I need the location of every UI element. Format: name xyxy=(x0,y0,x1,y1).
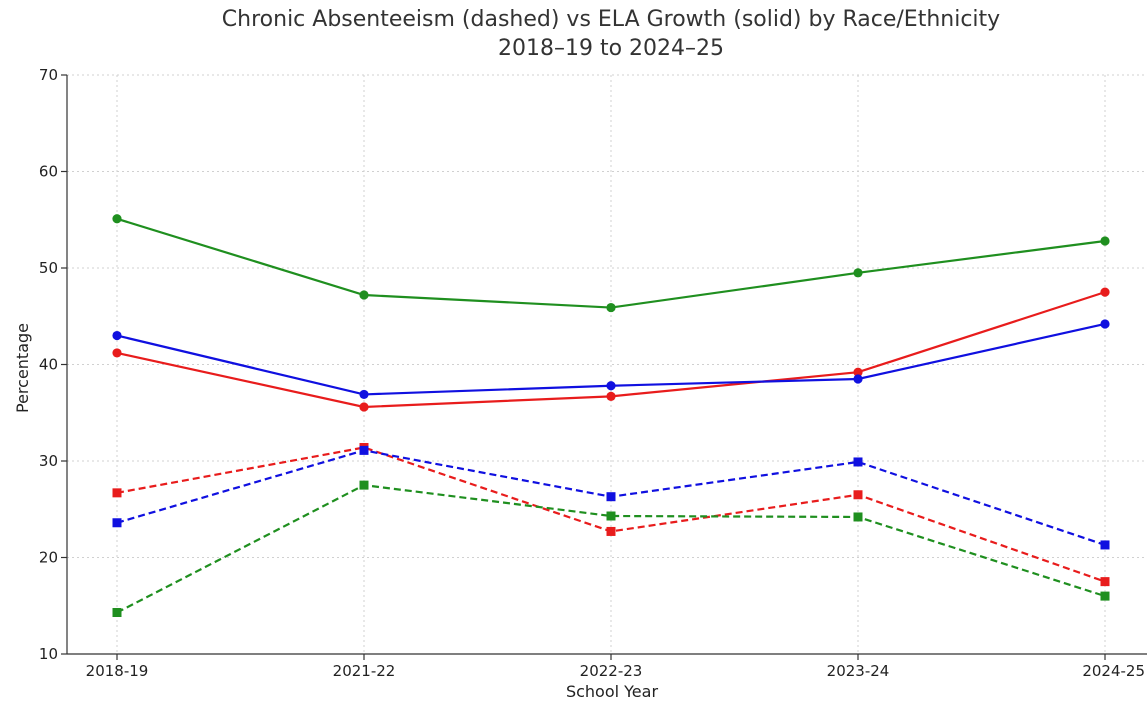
data-point xyxy=(112,330,122,341)
x-tick-label: 2023-24 xyxy=(827,662,890,680)
data-point xyxy=(112,348,122,358)
data-point xyxy=(112,488,122,498)
series-5-absenteeism xyxy=(112,480,1110,618)
series-4-absenteeism xyxy=(112,445,1110,550)
series-2-ela-growth xyxy=(112,319,1110,400)
data-point xyxy=(853,512,863,522)
grid xyxy=(67,74,1147,655)
series-line xyxy=(116,217,1106,309)
series-1-ela-growth xyxy=(112,287,1110,412)
data-point xyxy=(606,391,616,401)
data-point xyxy=(606,381,616,391)
data-point xyxy=(1100,577,1110,587)
series-line xyxy=(116,483,1106,614)
data-point xyxy=(853,457,863,467)
data-point xyxy=(853,268,863,278)
axes: 10 20 30 40 50 60 70 2018-19 2021-22 2022-23 2023-… xyxy=(39,66,1147,680)
data-point xyxy=(1100,591,1110,601)
data-point xyxy=(853,490,863,500)
data-point xyxy=(112,518,122,528)
data-point xyxy=(606,302,616,313)
y-tick-label: 10 xyxy=(39,645,58,663)
series-group xyxy=(112,214,1110,618)
chart-title: Chronic Absenteeism (dashed) vs ELA Grow… xyxy=(222,7,1000,32)
x-tick-label: 2018-19 xyxy=(86,662,149,680)
data-point xyxy=(1100,236,1110,246)
y-tick-label: 60 xyxy=(39,163,58,181)
x-axis-label: School Year xyxy=(566,682,659,701)
y-tick-label: 50 xyxy=(39,259,58,277)
data-point xyxy=(1100,319,1110,329)
y-axis-label: Percentage xyxy=(13,323,32,413)
x-tick-label: 2021-22 xyxy=(333,662,396,680)
data-point xyxy=(1100,540,1110,550)
data-point xyxy=(359,445,369,455)
data-point xyxy=(112,608,122,618)
y-tick-label: 30 xyxy=(39,452,58,470)
chart-subtitle: 2018–19 to 2024–25 xyxy=(498,36,724,61)
series-0-ela-growth xyxy=(112,214,1110,313)
y-tick-label: 40 xyxy=(39,356,58,374)
data-point xyxy=(853,367,863,377)
data-point xyxy=(112,214,122,224)
data-point xyxy=(359,290,369,300)
data-point xyxy=(359,389,369,400)
x-tick-label: 2024-25 xyxy=(1082,662,1145,680)
data-point xyxy=(606,511,616,521)
data-point xyxy=(359,480,369,490)
y-tick-label: 70 xyxy=(39,66,58,84)
data-point xyxy=(853,374,863,384)
x-tick-label: 2022-23 xyxy=(580,662,643,680)
data-point xyxy=(606,492,616,502)
data-point xyxy=(359,402,369,412)
data-point xyxy=(1100,287,1110,297)
data-point xyxy=(606,526,616,536)
y-tick-label: 20 xyxy=(39,549,58,567)
